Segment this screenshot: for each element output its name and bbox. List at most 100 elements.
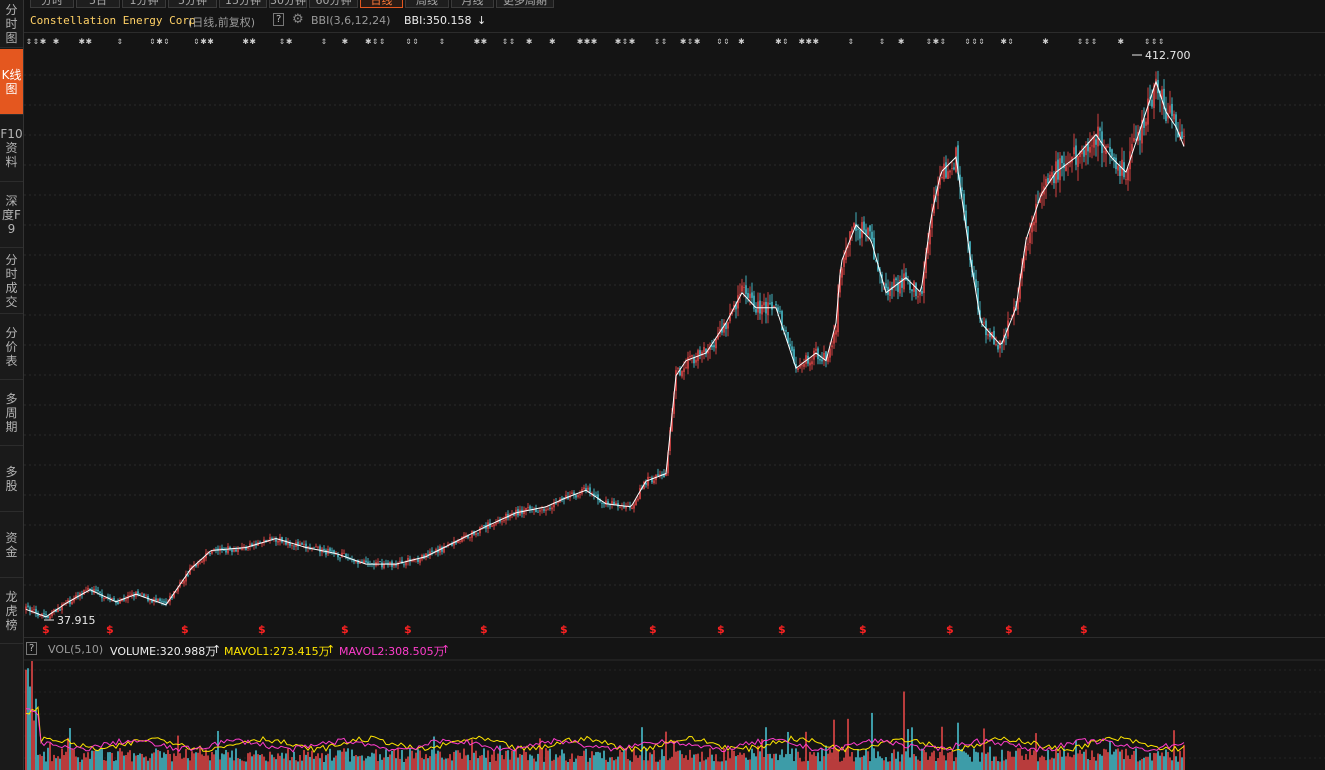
candle-body (1179, 131, 1181, 138)
volume-bar (665, 731, 667, 770)
tab-period-1[interactable]: 5日 (76, 0, 120, 8)
tab-period-3[interactable]: 5分钟 (168, 0, 217, 8)
volume-bar (277, 753, 279, 770)
sidebar-item-5[interactable]: 分价表 (0, 314, 23, 380)
candle-body (1099, 128, 1101, 131)
sidebar-item-0[interactable]: 分时图 (0, 0, 23, 48)
volume-bar (1003, 760, 1005, 770)
candle-body (755, 309, 757, 313)
tab-period-8[interactable]: 周线 (405, 0, 449, 8)
volume-bar (815, 756, 817, 770)
volume-bar (1115, 749, 1117, 770)
volume-help-button[interactable]: ? (26, 642, 38, 655)
candle-body (233, 548, 235, 552)
tab-period-9[interactable]: 月线 (451, 0, 494, 8)
volume-bar (441, 757, 443, 770)
tab-period-5[interactable]: 30分钟 (269, 0, 307, 8)
volume-bar (533, 758, 535, 770)
volume-bar (935, 760, 937, 770)
volume-bar (353, 756, 355, 770)
candle-body (97, 589, 99, 592)
help-button[interactable]: ? (273, 13, 285, 26)
volume-bar (357, 756, 359, 770)
volume-bar (861, 756, 863, 770)
candle-body (615, 502, 617, 505)
volume-bar (189, 760, 191, 770)
sidebar-item-1[interactable]: K线图 (0, 49, 23, 115)
candle-body (813, 350, 815, 360)
candle-body (151, 600, 153, 603)
candle-body (71, 601, 73, 605)
candle-body (249, 543, 251, 547)
volume-bar (809, 751, 811, 770)
candle-body (771, 301, 773, 310)
sidebar-item-7[interactable]: 多股 (0, 446, 23, 512)
candle-body (893, 278, 895, 288)
sidebar-item-2[interactable]: F10资料 (0, 115, 23, 182)
gear-icon[interactable]: ⚙ (292, 12, 304, 27)
dividend-marker-icon: $ (42, 623, 50, 636)
volume-bar (245, 761, 247, 770)
candle-body (945, 162, 947, 178)
sidebar-item-4[interactable]: 分时成交 (0, 248, 23, 314)
volume-bar (79, 761, 81, 770)
volume-bar (669, 758, 671, 770)
candle-body (159, 598, 161, 602)
volume-bar (243, 761, 245, 770)
tab-period-6[interactable]: 60分钟 (309, 0, 358, 8)
kline-chart[interactable]: ⇕ ⇕ ✱ ✱ ✱ ✱ ⇕ ⇕ ✱ ⇕ ⇕ ✱ ✱ ✱ ✱ ⇕ ✱ ⇕ ✱ ✱ ⇕ ⇕ ⇕ ⇕ ⇕ ✱ ✱ ⇕ ⇕ ✱ ✱ ✱ ✱ ✱ ✱ ⇕ ✱ ⇕ ⇕ ✱… (24, 0, 1325, 770)
candle-body (195, 564, 197, 567)
volume-bar (45, 761, 47, 770)
volume-bar (31, 661, 33, 770)
volume-bar (43, 751, 45, 770)
volume-bar (415, 752, 417, 770)
volume-bar (893, 749, 895, 770)
indicator-name[interactable]: BBI(3,6,12,24) (311, 14, 391, 27)
volume-bar (1049, 759, 1051, 770)
volume-bar (1121, 749, 1123, 770)
candle-body (133, 594, 135, 598)
tab-period-7[interactable]: 日线 (360, 0, 403, 8)
sidebar-item-label: 分价表 (5, 325, 18, 368)
sidebar-item-3[interactable]: 深度F9 (0, 182, 23, 248)
tab-period-4[interactable]: 15分钟 (219, 0, 267, 8)
volume-bar (25, 669, 27, 770)
volume-bar (583, 750, 585, 770)
candle-body (1049, 174, 1051, 183)
volume-bar (251, 756, 253, 770)
candle-body (137, 591, 139, 595)
volume-bar (303, 750, 305, 770)
candle-body (721, 327, 723, 333)
candle-body (557, 501, 559, 503)
volume-bar (985, 753, 987, 770)
candle-body (339, 557, 341, 559)
volume-bar (651, 754, 653, 770)
volume-bar (351, 749, 353, 770)
volume-bar (967, 754, 969, 770)
candle-body (441, 547, 443, 552)
volume-bar (609, 757, 611, 770)
candle-body (1153, 85, 1155, 109)
volume-bar (917, 759, 919, 770)
sidebar-item-9[interactable]: 龙虎榜 (0, 578, 23, 644)
volume-bar (571, 753, 573, 770)
candle-body (311, 547, 313, 549)
tab-period-2[interactable]: 1分钟 (122, 0, 166, 8)
volume-indicator-name[interactable]: VOL(5,10) (48, 643, 104, 656)
tab-period-10[interactable]: 更多周期 (496, 0, 554, 8)
candle-body (707, 349, 709, 354)
volume-bar (561, 749, 563, 770)
candle-body (645, 482, 647, 485)
sidebar-item-6[interactable]: 多周期 (0, 380, 23, 446)
volume-bar (443, 759, 445, 770)
volume-bar (183, 757, 185, 770)
volume-bar (911, 727, 913, 770)
volume-bar (901, 754, 903, 770)
volume-bar (1163, 756, 1165, 770)
sidebar-item-8[interactable]: 资金 (0, 512, 23, 578)
volume-bar (1077, 753, 1079, 770)
volume-bar (1035, 733, 1037, 770)
tab-period-0[interactable]: 分时 (30, 0, 74, 8)
volume-bar (635, 755, 637, 770)
candle-body (601, 502, 603, 504)
